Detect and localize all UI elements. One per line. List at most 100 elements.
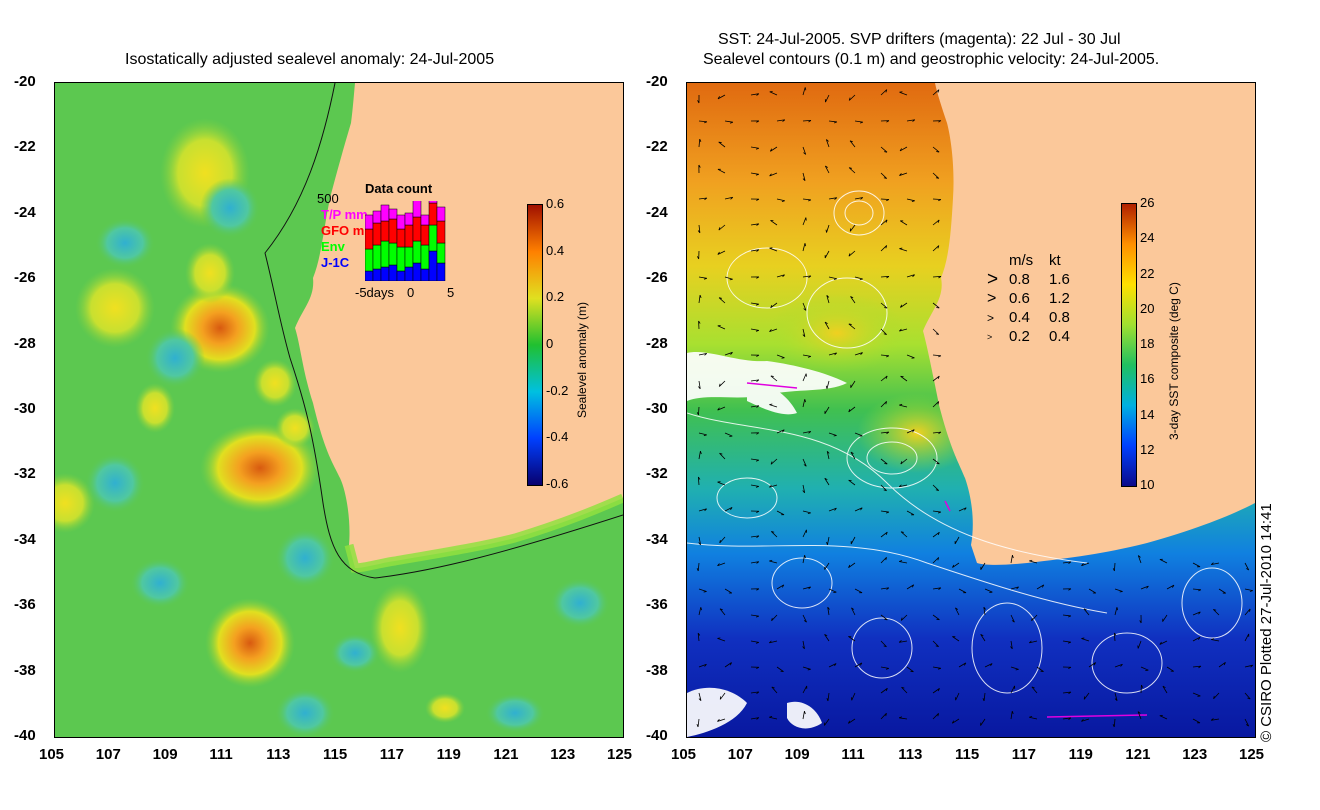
lon-tick-label-right: 111 (841, 746, 865, 763)
data-count-bar-segment (388, 242, 398, 266)
velocity-legend-ms: 0.8 (1009, 271, 1030, 288)
data-count-bar-segment (396, 246, 406, 272)
lon-tick-label-left: 111 (209, 746, 233, 763)
data-count-bar-segment (372, 222, 382, 246)
sst-colorbar-tick: 12 (1140, 441, 1155, 457)
data-count-bar-segment (388, 218, 398, 244)
lon-tick-label-left: 115 (323, 746, 348, 763)
lon-tick-label-left: 125 (607, 746, 633, 763)
sst-colorbar-tick: 10 (1140, 477, 1155, 492)
data-count-bar-segment (396, 270, 406, 281)
sst-colorbar-tick: 16 (1140, 371, 1155, 387)
lat-tick-label-right: -34 (646, 530, 668, 548)
lat-tick-label-left: -32 (14, 465, 36, 483)
sst-colorbar-tick: 22 (1140, 265, 1155, 281)
data-count-bar-segment (365, 270, 374, 281)
sealevel-colorbar-tick: 0.6 (546, 196, 565, 211)
data-count-legend-tp: T/P mm (321, 207, 368, 222)
data-count-bar-segment (380, 240, 390, 268)
sealevel-colorbar-tick: -0.4 (546, 429, 569, 445)
data-count-bar-segment (372, 268, 382, 281)
lon-tick-label-left: 117 (379, 746, 404, 763)
lat-tick-label-right: -20 (646, 73, 668, 90)
lat-tick-label-right: -26 (646, 269, 668, 287)
lat-tick-label-left: -36 (14, 596, 36, 614)
data-count-bar-segment (428, 250, 438, 281)
sst-colorbar-tick: 26 (1140, 195, 1155, 210)
data-count-bar-segment (404, 246, 414, 268)
lat-tick-label-right: -40 (646, 727, 668, 744)
left-map-title: Isostatically adjusted sealevel anomaly:… (125, 51, 495, 68)
lat-tick-label-right: -38 (646, 661, 668, 679)
velocity-arrow-icon: > (987, 310, 995, 325)
lat-tick-label-left: -30 (14, 400, 36, 417)
lon-tick-label-right: 119 (1068, 746, 1093, 763)
sealevel-anomaly-map: Data count 500 T/P mm GFO mm Env J-1C -5… (54, 82, 624, 738)
sst-colorbar-tick: 14 (1140, 406, 1155, 422)
lon-tick-label-left: 123 (550, 746, 576, 763)
sealevel-colorbar-tick: -0.6 (546, 476, 569, 491)
sealevel-anomaly-field (55, 83, 623, 737)
velocity-legend-ms-header: m/s (1009, 252, 1034, 269)
lon-tick-label-right: 107 (727, 746, 753, 763)
velocity-legend: m/s kt > 0.8 1.6 > 0.6 1.2 > 0.4 0.8 > 0… (987, 251, 1070, 346)
data-count-bar-segment (396, 228, 406, 248)
lat-tick-label-left: -34 (14, 530, 36, 548)
lon-tick-label-right: 123 (1182, 746, 1208, 763)
velocity-legend-ms: 0.2 (1009, 328, 1030, 345)
sealevel-colorbar-tick: 0.2 (546, 289, 565, 305)
data-count-bar-segment (396, 214, 406, 230)
sealevel-colorbar-label: Sealevel anomaly (m) (575, 301, 589, 418)
lat-tick-label-left: -20 (14, 73, 36, 90)
velocity-legend-ms: 0.4 (1009, 309, 1030, 326)
lat-tick-label-right: -28 (646, 334, 668, 352)
lat-tick-label-right: -24 (646, 203, 668, 221)
data-count-x-right: 5 (447, 285, 455, 300)
data-count-inset: Data count 500 T/P mm GFO mm Env J-1C -5… (315, 181, 455, 306)
velocity-legend-kt-header: kt (1049, 252, 1061, 269)
data-count-bar-segment (404, 224, 414, 248)
data-count-bar-segment (420, 214, 430, 226)
data-count-title: Data count (365, 181, 433, 196)
velocity-legend-kt: 1.6 (1049, 271, 1070, 288)
velocity-legend-ms: 0.6 (1009, 290, 1030, 307)
velocity-legend-kt: 0.4 (1049, 328, 1070, 345)
lat-tick-label-right: -22 (646, 138, 668, 156)
right-map-title-line2: Sealevel contours (0.1 m) and geostrophi… (703, 51, 1160, 68)
lat-tick-label-right: -36 (646, 596, 668, 614)
data-count-bar-segment (412, 216, 422, 242)
lon-tick-label-right: 105 (671, 746, 697, 763)
data-count-bars (365, 201, 446, 281)
velocity-legend-kt: 0.8 (1049, 309, 1070, 326)
data-count-x-left: -5days (355, 285, 395, 300)
lon-tick-label-left: 105 (39, 746, 65, 763)
lat-tick-label-left: -40 (14, 727, 36, 744)
lat-tick-label-right: -32 (646, 465, 668, 483)
sst-colorbar (1121, 203, 1137, 487)
data-count-bar-segment (388, 208, 398, 220)
data-count-bar-segment (388, 264, 398, 281)
lon-tick-label-right: 125 (1239, 746, 1265, 763)
data-count-bar-segment (365, 214, 374, 230)
data-count-bar-segment (420, 224, 430, 246)
data-count-bar-segment (436, 206, 446, 222)
data-count-bar-segment (372, 210, 382, 224)
velocity-arrow-icon: > (987, 268, 999, 290)
data-count-bar-segment (412, 201, 422, 218)
lat-tick-label-left: -26 (14, 269, 36, 287)
lon-tick-label-right: 109 (784, 746, 810, 763)
lon-tick-label-left: 119 (436, 746, 461, 763)
lon-tick-label-right: 113 (898, 746, 923, 763)
lon-tick-label-left: 121 (493, 746, 519, 763)
data-count-bar-segment (436, 242, 446, 264)
data-count-bar-segment (372, 244, 382, 270)
sst-map: m/s kt > 0.8 1.6 > 0.6 1.2 > 0.4 0.8 > 0… (686, 82, 1256, 738)
data-count-bar-segment (380, 204, 390, 222)
data-count-legend-j1c: J-1C (321, 255, 350, 270)
sst-colorbar-tick: 24 (1140, 230, 1155, 246)
right-map-title-line1: SST: 24-Jul-2005. SVP drifters (magenta)… (718, 31, 1121, 48)
data-count-bar-segment (428, 201, 438, 204)
velocity-legend-row: > 0.2 0.4 (987, 327, 1070, 346)
data-count-bar-segment (365, 248, 374, 272)
geostrophic-velocity-arrows (696, 87, 1254, 728)
